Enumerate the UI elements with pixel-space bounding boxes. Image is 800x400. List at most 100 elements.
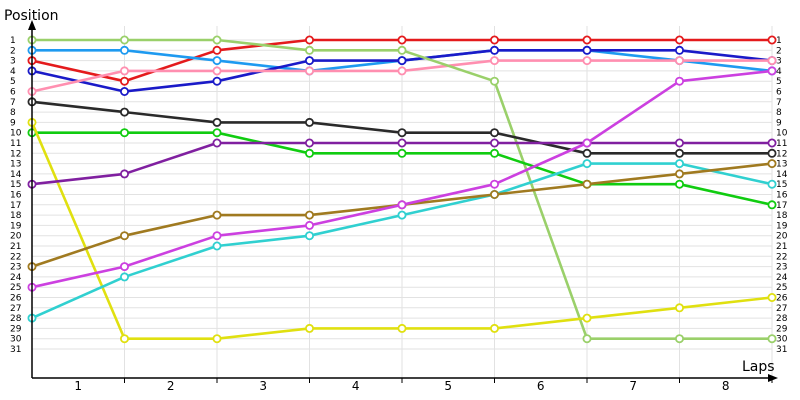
data-point bbox=[582, 313, 592, 323]
data-point bbox=[304, 66, 314, 76]
data-point bbox=[304, 45, 314, 55]
x-tick-label: 6 bbox=[537, 379, 545, 393]
data-point bbox=[120, 76, 130, 86]
data-point bbox=[304, 231, 314, 241]
y-tick-label-left: 17 bbox=[10, 201, 21, 211]
y-tick-label-left: 8 bbox=[10, 108, 16, 118]
series-11 bbox=[27, 138, 777, 189]
data-point bbox=[212, 56, 222, 66]
data-point bbox=[304, 220, 314, 230]
x-tick-label: 4 bbox=[352, 379, 360, 393]
data-point bbox=[489, 35, 499, 45]
y-tick-label-right: 15 bbox=[776, 180, 787, 190]
data-point bbox=[489, 148, 499, 158]
y-tick-label-left: 12 bbox=[10, 149, 21, 159]
series-layer bbox=[27, 35, 777, 344]
x-axis-arrow bbox=[768, 374, 778, 382]
data-point bbox=[120, 45, 130, 55]
data-point bbox=[397, 210, 407, 220]
x-tick-label: 8 bbox=[722, 379, 730, 393]
y-tick-label-right: 9 bbox=[776, 118, 782, 128]
series-8 bbox=[27, 117, 777, 344]
data-point bbox=[675, 169, 685, 179]
data-point bbox=[397, 66, 407, 76]
y-tick-label-right: 2 bbox=[776, 46, 782, 56]
y-tick-label-right: 29 bbox=[776, 324, 788, 334]
data-point bbox=[489, 56, 499, 66]
data-point bbox=[582, 179, 592, 189]
data-point bbox=[489, 45, 499, 55]
y-tick-label-right: 30 bbox=[776, 335, 788, 345]
y-tick-label-left: 21 bbox=[10, 242, 21, 252]
data-point bbox=[212, 66, 222, 76]
data-point bbox=[489, 128, 499, 138]
data-point bbox=[304, 56, 314, 66]
y-tick-label-right: 20 bbox=[776, 232, 788, 242]
data-point bbox=[489, 323, 499, 333]
data-point bbox=[304, 138, 314, 148]
y-tick-label-left: 19 bbox=[10, 221, 22, 231]
data-point bbox=[212, 241, 222, 251]
data-point bbox=[304, 210, 314, 220]
data-point bbox=[767, 334, 777, 344]
data-point bbox=[120, 334, 130, 344]
data-point bbox=[397, 148, 407, 158]
y-tick-label-right: 23 bbox=[776, 263, 787, 273]
data-point bbox=[120, 87, 130, 97]
y-tick-label-left: 29 bbox=[10, 324, 22, 334]
data-point bbox=[767, 56, 777, 66]
y-tick-label-left: 14 bbox=[10, 170, 22, 180]
y-tick-label-left: 2 bbox=[10, 46, 16, 56]
y-tick-label-right: 21 bbox=[776, 242, 787, 252]
data-point bbox=[397, 128, 407, 138]
x-axis-title: Laps bbox=[742, 359, 775, 375]
y-tick-label-left: 9 bbox=[10, 118, 16, 128]
y-tick-label-left: 24 bbox=[10, 273, 22, 283]
data-point bbox=[120, 231, 130, 241]
data-point bbox=[767, 66, 777, 76]
x-ticks: 1 2 3 4 5 6 7 8 bbox=[74, 378, 773, 393]
data-point bbox=[120, 128, 130, 138]
data-point bbox=[767, 148, 777, 158]
y-tick-label-left: 11 bbox=[10, 139, 21, 149]
data-point bbox=[582, 45, 592, 55]
x-tick-label: 3 bbox=[259, 379, 267, 393]
data-point bbox=[120, 107, 130, 117]
y-tick-label-right: 7 bbox=[776, 98, 782, 108]
y-tick-label-left: 6 bbox=[10, 88, 16, 98]
y-tick-label-right: 26 bbox=[776, 294, 788, 304]
data-point bbox=[675, 45, 685, 55]
data-point bbox=[304, 148, 314, 158]
data-point bbox=[212, 334, 222, 344]
y-tick-label-right: 4 bbox=[776, 67, 782, 77]
data-point bbox=[304, 35, 314, 45]
y-tick-label-left: 26 bbox=[10, 294, 22, 304]
data-point bbox=[304, 323, 314, 333]
data-point bbox=[675, 303, 685, 313]
data-point bbox=[397, 35, 407, 45]
y-tick-label-left: 28 bbox=[10, 314, 22, 324]
y-tick-label-left: 5 bbox=[10, 77, 16, 87]
data-point bbox=[212, 35, 222, 45]
series-5 bbox=[27, 35, 777, 344]
y-tick-label-right: 5 bbox=[776, 77, 782, 87]
x-tick-label: 7 bbox=[629, 379, 637, 393]
data-point bbox=[489, 138, 499, 148]
y-tick-label-right: 11 bbox=[776, 139, 787, 149]
y-tick-label-right: 16 bbox=[776, 191, 788, 201]
y-tick-label-left: 10 bbox=[10, 129, 22, 139]
data-point bbox=[120, 35, 130, 45]
data-point bbox=[767, 292, 777, 302]
data-point bbox=[675, 76, 685, 86]
data-point bbox=[675, 56, 685, 66]
series-6 bbox=[27, 97, 777, 158]
data-point bbox=[212, 117, 222, 127]
data-point bbox=[767, 159, 777, 169]
y-tick-label-right: 31 bbox=[776, 345, 787, 355]
x-tick-label: 5 bbox=[444, 379, 452, 393]
y-axis-title: Position bbox=[4, 8, 59, 24]
y-tick-label-left: 1 bbox=[10, 36, 16, 46]
data-point bbox=[212, 210, 222, 220]
y-tick-label-right: 1 bbox=[776, 36, 782, 46]
y-tick-label-right: 3 bbox=[776, 57, 782, 67]
